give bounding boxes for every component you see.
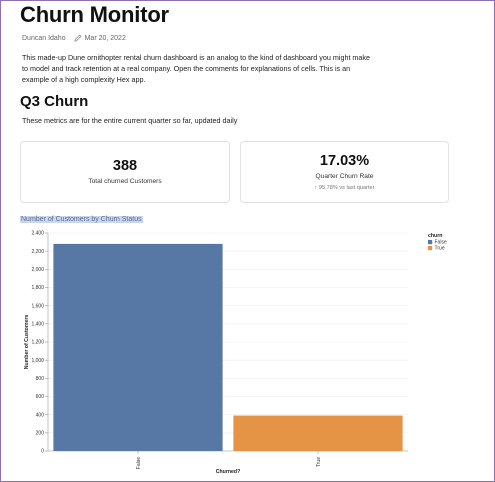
chart-title: Number of Customers by Churn Status <box>20 216 143 223</box>
y-tick-label: 1,800 <box>31 285 44 291</box>
y-tick-label: 1,400 <box>31 322 44 328</box>
y-tick-label: 200 <box>36 431 45 437</box>
y-tick-label: 2,200 <box>31 249 44 255</box>
y-tick-label: 2,400 <box>31 231 44 237</box>
x-tick-label: True <box>316 457 322 467</box>
description: This made-up Dune ornithopter rental chu… <box>22 53 371 84</box>
metric-delta: ↑ 95.78% vs last quarter <box>241 185 448 191</box>
y-tick-label: 400 <box>36 412 45 418</box>
y-tick-label: 1,200 <box>31 340 44 346</box>
arrow-up-icon: ↑ <box>314 185 318 191</box>
section-title: Q3 Churn <box>20 93 89 110</box>
metric-value: 17.03% <box>319 153 370 169</box>
y-tick-label: 600 <box>36 394 45 400</box>
legend-swatch-false <box>428 240 433 245</box>
pencil-icon <box>73 34 82 42</box>
section-subtitle: These metrics are for the entire current… <box>22 116 238 125</box>
bar-false <box>53 243 223 451</box>
author-name[interactable]: Duncan Idaho <box>22 34 66 42</box>
metric-label: Quarter Churn Rate <box>315 173 374 180</box>
y-axis-title: Number of Customers <box>24 315 30 370</box>
metric-value: 388 <box>112 158 138 174</box>
y-tick-label: 1,000 <box>31 358 44 364</box>
y-tick-label: 1,600 <box>31 303 44 309</box>
byline: Duncan Idaho Mar 20, 2022 <box>22 34 126 42</box>
metric-delta-text: 95.78% vs last quarter <box>318 185 375 191</box>
date-text: Mar 20, 2022 <box>84 34 126 42</box>
date-stamp: Mar 20, 2022 <box>73 34 126 42</box>
legend-label: False <box>435 240 447 246</box>
legend-title: churn <box>428 233 442 239</box>
bar-true <box>233 415 403 451</box>
metric-card-churned: 388 Total churned Customers <box>20 141 230 203</box>
legend-swatch-true <box>428 246 433 251</box>
x-tick-label: False <box>136 457 142 469</box>
x-axis-title: Churned? <box>216 469 241 475</box>
bar-chart: 0 200 400 600 800 1,000 1,200 1,400 1,600 1,800 2,… <box>24 231 447 475</box>
y-tick-label: 2,000 <box>31 267 44 273</box>
legend-label: True <box>435 246 445 252</box>
y-tick-label: 800 <box>36 376 45 382</box>
metric-card-churn-rate: 17.03% Quarter Churn Rate ↑ 95.78% vs la… <box>240 141 449 203</box>
y-tick-label: 0 <box>41 449 44 455</box>
page-title: Churn Monitor <box>20 2 169 27</box>
metric-label: Total churned Customers <box>88 178 162 185</box>
